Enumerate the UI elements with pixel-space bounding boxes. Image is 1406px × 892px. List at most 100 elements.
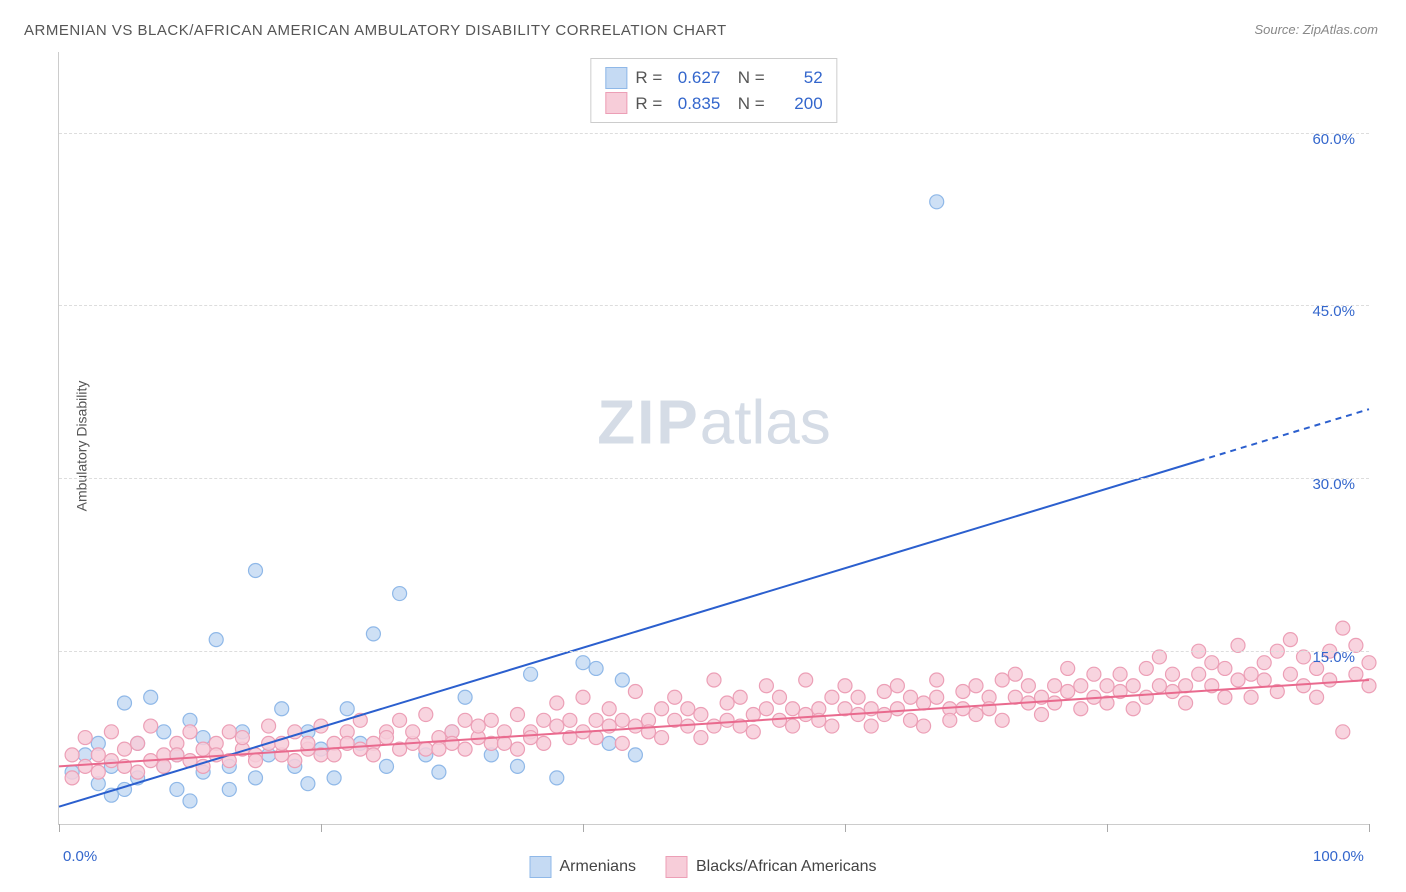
point-black (1257, 673, 1271, 687)
point-black (1179, 696, 1193, 710)
point-black (497, 736, 511, 750)
point-black (1283, 633, 1297, 647)
point-black (930, 690, 944, 704)
point-black (773, 713, 787, 727)
point-black (353, 742, 367, 756)
point-black (511, 708, 525, 722)
point-black (484, 713, 498, 727)
point-black (576, 690, 590, 704)
point-black (1205, 656, 1219, 670)
stat-n-value: 52 (773, 65, 823, 91)
point-armenian (380, 759, 394, 773)
chart-title: ARMENIAN VS BLACK/AFRICAN AMERICAN AMBUL… (24, 22, 727, 39)
point-black (1126, 679, 1140, 693)
point-armenian (275, 702, 289, 716)
point-black (222, 725, 236, 739)
point-black (589, 713, 603, 727)
point-black (1218, 661, 1232, 675)
point-black (943, 713, 957, 727)
x-tick (59, 824, 60, 832)
point-black (746, 725, 760, 739)
point-black (825, 690, 839, 704)
stat-r-value: 0.835 (670, 91, 720, 117)
point-black (157, 759, 171, 773)
point-armenian (458, 690, 472, 704)
legend-item: Armenians (530, 856, 636, 878)
point-black (1349, 667, 1363, 681)
point-black (131, 765, 145, 779)
point-black (1257, 656, 1271, 670)
point-black (995, 673, 1009, 687)
point-black (759, 702, 773, 716)
point-armenian (157, 725, 171, 739)
point-black (1218, 690, 1232, 704)
point-black (1336, 725, 1350, 739)
point-armenian (327, 771, 341, 785)
point-armenian (550, 771, 564, 785)
point-black (1310, 690, 1324, 704)
point-black (917, 719, 931, 733)
point-black (1362, 656, 1376, 670)
point-black (380, 731, 394, 745)
stat-n-value: 200 (773, 91, 823, 117)
point-black (406, 725, 420, 739)
point-black (144, 719, 158, 733)
gridline (59, 651, 1369, 652)
point-black (877, 708, 891, 722)
point-black (799, 708, 813, 722)
point-black (458, 742, 472, 756)
point-armenian (144, 690, 158, 704)
chart-container: ARMENIAN VS BLACK/AFRICAN AMERICAN AMBUL… (0, 0, 1406, 892)
point-black (628, 684, 642, 698)
point-armenian (589, 661, 603, 675)
point-black (1336, 621, 1350, 635)
legend-swatch (605, 92, 627, 114)
point-black (550, 719, 564, 733)
legend-swatch (605, 67, 627, 89)
point-black (1087, 667, 1101, 681)
x-tick-label: 100.0% (1313, 848, 1364, 865)
point-black (550, 696, 564, 710)
point-black (615, 713, 629, 727)
x-tick-label: 0.0% (63, 848, 97, 865)
point-black (1074, 702, 1088, 716)
point-armenian (118, 696, 132, 710)
point-black (838, 679, 852, 693)
point-black (1179, 679, 1193, 693)
point-black (1061, 684, 1075, 698)
point-armenian (301, 777, 315, 791)
x-tick (845, 824, 846, 832)
stat-r-label: R = (635, 65, 662, 91)
point-black (118, 742, 132, 756)
point-black (786, 702, 800, 716)
stats-row: R =0.835 N =200 (605, 91, 822, 117)
y-tick-label: 15.0% (1312, 649, 1355, 666)
x-tick (583, 824, 584, 832)
point-black (969, 679, 983, 693)
trendline-black (59, 680, 1369, 766)
y-tick-label: 30.0% (1312, 476, 1355, 493)
point-black (707, 673, 721, 687)
point-black (249, 754, 263, 768)
x-tick (321, 824, 322, 832)
legend-label: Blacks/African Americans (696, 858, 877, 876)
trendline-armenian-dashed (1199, 409, 1369, 461)
plot-svg (59, 52, 1369, 824)
point-black (366, 748, 380, 762)
point-black (1100, 679, 1114, 693)
point-black (104, 754, 118, 768)
point-black (419, 708, 433, 722)
point-black (471, 719, 485, 733)
point-black (720, 696, 734, 710)
point-armenian (602, 736, 616, 750)
point-black (1048, 696, 1062, 710)
point-black (78, 731, 92, 745)
point-armenian (183, 794, 197, 808)
point-black (1048, 679, 1062, 693)
point-black (720, 713, 734, 727)
point-black (602, 702, 616, 716)
point-black (65, 748, 79, 762)
point-black (262, 719, 276, 733)
point-black (445, 736, 459, 750)
point-black (786, 719, 800, 733)
